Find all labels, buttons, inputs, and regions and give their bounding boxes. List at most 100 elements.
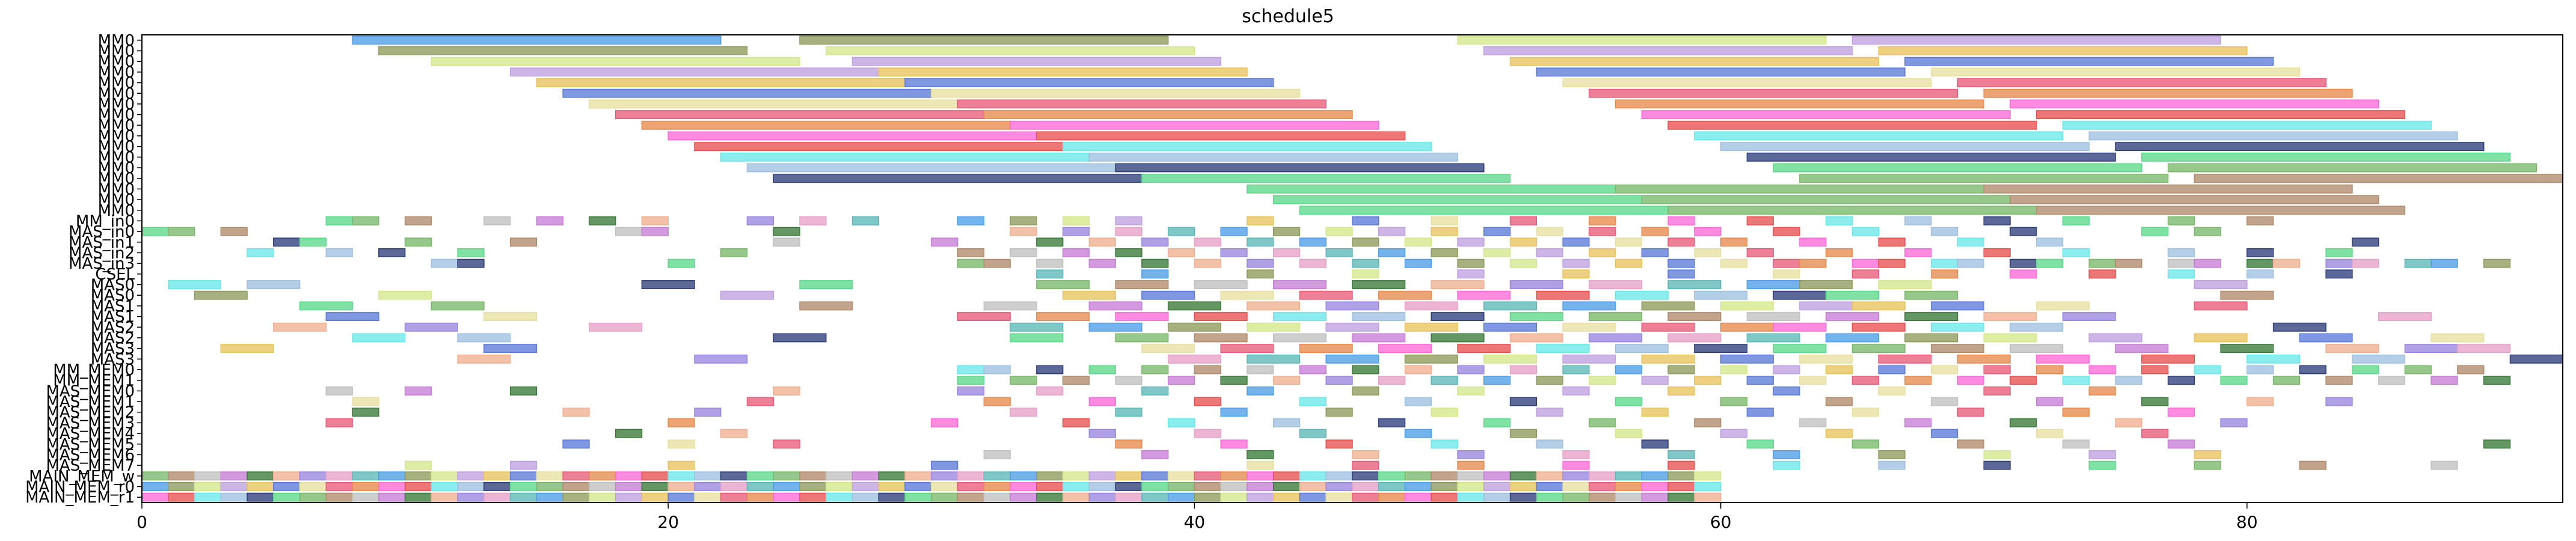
task-bar	[1589, 376, 1616, 385]
task-bar	[983, 397, 1011, 406]
task-bar	[141, 227, 169, 236]
task-bar	[220, 344, 274, 353]
task-bar	[2246, 216, 2274, 225]
task-bar	[1457, 344, 1511, 353]
task-bar	[1694, 471, 1722, 481]
task-bar	[1167, 322, 1221, 332]
task-bar	[1062, 482, 1090, 491]
task-bar	[1010, 216, 1037, 225]
task-bar	[1325, 227, 1353, 236]
task-bar	[1773, 344, 1827, 353]
task-bar	[773, 227, 800, 236]
task-bar	[2036, 301, 2090, 311]
task-bar	[957, 258, 985, 268]
task-bar	[826, 492, 853, 502]
task-bar	[957, 492, 985, 502]
task-bar	[1562, 301, 1616, 311]
task-bar	[1615, 237, 1643, 247]
task-bar	[1615, 482, 1643, 491]
task-bar	[957, 376, 985, 385]
task-bar	[2167, 163, 2537, 173]
task-bar	[1352, 280, 1406, 289]
task-bar	[2036, 429, 2064, 438]
task-bar	[1115, 163, 1485, 173]
task-bar	[1930, 269, 1958, 279]
task-bar	[1115, 471, 1142, 481]
task-bar	[1746, 280, 1800, 289]
task-bar	[1404, 301, 1458, 311]
task-bar	[483, 312, 538, 322]
y-tick-label: MAIN_MEM_w	[29, 468, 135, 486]
task-bar	[720, 290, 774, 300]
task-bar	[1983, 216, 2011, 225]
task-bar	[1878, 460, 1906, 470]
task-bar	[1378, 418, 1406, 427]
task-bar	[1746, 248, 1774, 257]
task-bar	[1378, 492, 1406, 502]
task-bar	[194, 471, 222, 481]
task-bar	[1483, 322, 1538, 332]
task-bar	[2352, 365, 2379, 374]
task-bar	[1589, 88, 1958, 98]
y-tick-label: MM0	[98, 53, 135, 71]
task-bar	[2457, 365, 2485, 374]
task-bar	[1930, 365, 1958, 374]
task-bar	[378, 492, 406, 502]
task-bar	[1272, 471, 1301, 481]
task-bar	[1615, 258, 1643, 268]
task-bar	[1509, 57, 1879, 66]
task-bar	[2115, 344, 2169, 353]
task-bar	[1983, 365, 2011, 374]
task-bar	[1299, 290, 1353, 300]
y-tick-label: MAS0	[91, 287, 135, 305]
task-bar	[1773, 450, 1800, 459]
task-bar	[1957, 354, 2011, 364]
task-bar	[2246, 258, 2274, 268]
task-bar	[1562, 237, 1590, 247]
task-bar	[1272, 195, 1643, 204]
task-bar	[1799, 280, 1853, 289]
task-bar	[2062, 408, 2090, 417]
task-bar	[1088, 482, 1116, 491]
task-bar	[1115, 227, 1142, 236]
task-bar	[773, 174, 1142, 183]
task-bar	[1010, 322, 1064, 332]
task-bar	[1957, 237, 1985, 247]
task-bar	[2404, 365, 2432, 374]
task-bar	[1404, 397, 1432, 406]
task-bar	[904, 471, 932, 481]
task-bar	[1036, 365, 1064, 374]
task-bar	[1904, 57, 2274, 66]
y-tick-label: MAS3	[91, 340, 135, 358]
task-bar	[247, 471, 274, 481]
task-bar	[1667, 237, 1695, 247]
task-bar	[247, 248, 274, 257]
task-bar	[1615, 365, 1643, 374]
task-bar	[457, 354, 511, 364]
task-bar	[2220, 344, 2274, 353]
task-bar	[667, 492, 695, 502]
task-bar	[1641, 439, 1669, 449]
task-bar	[536, 78, 906, 88]
task-bar	[325, 418, 353, 427]
task-bar	[1589, 227, 1616, 236]
task-bar	[325, 248, 353, 257]
task-bar	[299, 471, 327, 481]
task-bar	[1299, 344, 1353, 353]
task-bar	[694, 471, 722, 481]
task-bar	[1457, 258, 1485, 268]
task-bar	[1957, 376, 1985, 385]
x-tick-label: 80	[2236, 512, 2258, 532]
task-bar	[2088, 131, 2458, 141]
task-bar	[1062, 216, 1090, 225]
task-bar	[826, 482, 853, 491]
task-bar	[1352, 269, 1379, 279]
task-bar	[2220, 290, 2274, 300]
task-bar	[904, 78, 1274, 88]
task-bar	[1720, 354, 1774, 364]
task-bar	[2194, 174, 2563, 183]
task-bar	[1194, 365, 1221, 374]
y-tick-label: MM0	[98, 148, 135, 167]
task-bar	[2509, 354, 2563, 364]
task-bar	[1272, 312, 1326, 322]
